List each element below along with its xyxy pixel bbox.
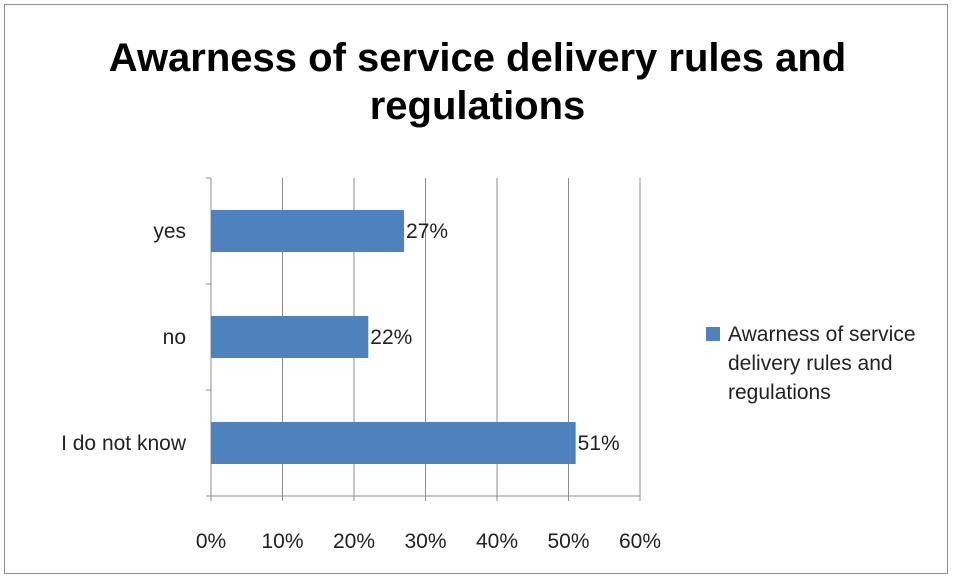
data-label: 22%: [370, 326, 412, 349]
bar: [211, 316, 369, 358]
data-label: 27%: [406, 220, 448, 243]
x-tick-label: 60%: [619, 530, 661, 553]
x-tick-label: 30%: [404, 530, 446, 553]
x-tick-label: 0%: [196, 530, 226, 553]
bar: [211, 422, 576, 464]
x-tick-label: 40%: [476, 530, 518, 553]
x-tick-label: 20%: [333, 530, 375, 553]
category-label: no: [163, 326, 186, 349]
data-label: 51%: [578, 432, 620, 455]
legend-label: Awarness of service delivery rules and r…: [728, 323, 916, 404]
x-tick-label: 10%: [261, 530, 303, 553]
legend-swatch: [706, 327, 720, 341]
category-label: yes: [153, 220, 186, 243]
category-label: I do not know: [61, 432, 187, 455]
bar: [211, 210, 405, 252]
chart-frame: [4, 4, 948, 574]
chart-title: Awarness of service delivery rules and r…: [108, 36, 847, 128]
x-tick-label: 50%: [547, 530, 589, 553]
